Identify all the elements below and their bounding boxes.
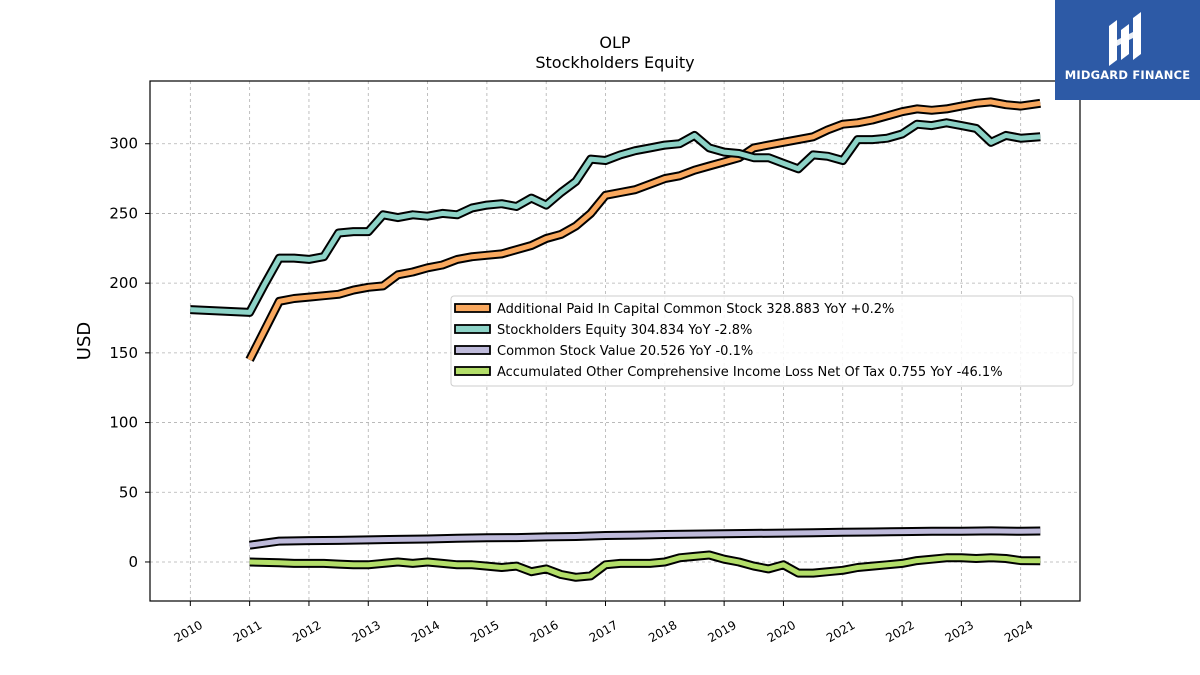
x-tick-label: 2022 [883,618,916,645]
legend-entry: Accumulated Other Comprehensive Income L… [497,365,1003,380]
legend-entry: Stockholders Equity 304.834 YoY -2.8% [497,323,752,338]
legend-swatch [454,345,491,355]
legend-box [450,295,1074,387]
series-line-3 [249,528,1041,548]
y-axis-label: USD [74,322,95,360]
midgard-logo-icon [1109,12,1141,66]
y-tick-label: 150 [109,344,138,362]
y-tick-label: 0 [128,553,138,571]
legend: Additional Paid In Capital Common Stock … [450,295,1074,387]
x-tick-label: 2013 [350,618,383,645]
x-tick-label: 2020 [765,618,798,645]
legend-entry: Additional Paid In Capital Common Stock … [497,302,894,317]
y-tick-label: 250 [109,204,138,222]
brand-name: MIDGARD FINANCE [1064,68,1191,82]
series-outline-2 [190,118,1041,317]
chart-title: OLP [599,33,631,52]
x-axis: 2010 2011 2012 2013 2014 2015 2016 2017 2018 2019… [172,601,1035,645]
legend-entry: Common Stock Value 20.526 YoY -0.1% [497,344,753,359]
series-line-4 [249,552,1041,580]
x-tick-label: 2019 [705,618,738,645]
y-tick-label: 100 [109,414,138,432]
x-tick-label: 2018 [646,618,679,645]
y-tick-label: 200 [109,274,138,292]
x-tick-label: 2024 [1002,618,1035,645]
legend-swatch [454,303,491,313]
x-tick-label: 2011 [231,618,264,645]
y-tick-label: 300 [109,135,138,153]
y-tick-label: 50 [119,483,138,501]
x-tick-label: 2016 [527,618,560,645]
x-tick-label: 2012 [290,618,323,645]
legend-swatch [454,324,491,334]
series-line-1 [247,99,1041,361]
chart-subtitle: Stockholders Equity [535,53,694,72]
x-tick-label: 2014 [409,618,442,645]
x-tick-label: 2023 [943,618,976,645]
x-tick-label: 2017 [587,618,620,645]
x-tick-label: 2015 [468,618,501,645]
brand-logo: MIDGARD FINANCE [1055,0,1200,100]
x-tick-label: 2010 [172,618,205,645]
y-axis: 0 50 100 150 200 250 300 [109,135,150,571]
series-layer [190,97,1041,582]
plot-frame [149,80,1081,602]
x-tick-label: 2021 [824,618,857,645]
series-line-2 [190,120,1041,315]
legend-swatch [454,366,491,376]
